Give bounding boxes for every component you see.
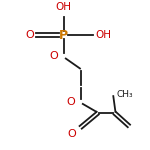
Text: P: P — [59, 29, 68, 42]
Text: O: O — [49, 51, 58, 61]
Text: OH: OH — [96, 30, 112, 40]
Text: CH₃: CH₃ — [116, 90, 133, 99]
Text: OH: OH — [56, 2, 72, 12]
Text: O: O — [66, 97, 75, 107]
Text: O: O — [25, 30, 34, 40]
Text: O: O — [68, 129, 76, 139]
